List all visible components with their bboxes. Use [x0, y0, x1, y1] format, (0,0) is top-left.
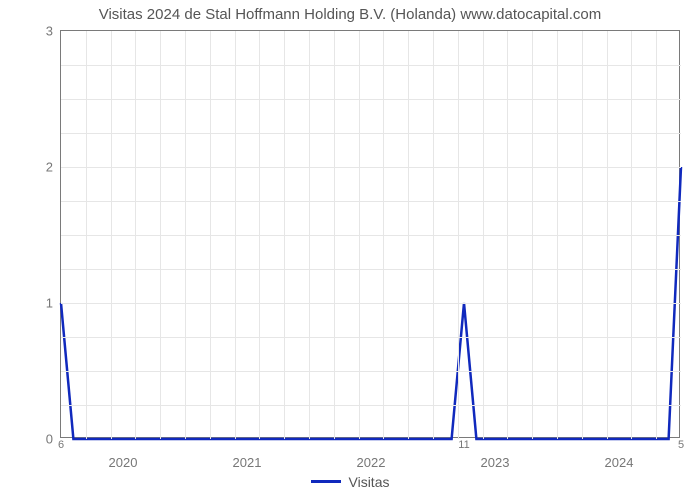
gridline-v: [582, 31, 583, 439]
y-axis-tick: 1: [46, 296, 53, 311]
chart-title: Visitas 2024 de Stal Hoffmann Holding B.…: [0, 6, 700, 23]
gridline-v: [383, 31, 384, 439]
gridline-v: [359, 31, 360, 439]
gridline-v: [309, 31, 310, 439]
gridline-h-minor: [61, 201, 681, 202]
gridline-v: [160, 31, 161, 439]
y-axis-tick: 2: [46, 160, 53, 175]
x-axis-year-label: 2023: [481, 455, 510, 470]
x-axis-year-label: 2024: [605, 455, 634, 470]
gridline-h-minor: [61, 405, 681, 406]
gridline-h-minor: [61, 337, 681, 338]
legend-swatch: [311, 480, 341, 483]
gridline-v: [607, 31, 608, 439]
gridline-h-minor: [61, 99, 681, 100]
gridline-v: [458, 31, 459, 439]
gridline-v: [408, 31, 409, 439]
gridline-v: [185, 31, 186, 439]
gridline-v: [111, 31, 112, 439]
gridline-v: [210, 31, 211, 439]
gridline-v: [483, 31, 484, 439]
x-under-tick: 11: [458, 439, 469, 451]
gridline-v: [656, 31, 657, 439]
gridline-v: [433, 31, 434, 439]
gridline-h-minor: [61, 269, 681, 270]
gridline-v: [631, 31, 632, 439]
gridline-v: [557, 31, 558, 439]
x-axis-year-label: 2022: [357, 455, 386, 470]
gridline-v: [235, 31, 236, 439]
gridline-h: [61, 303, 681, 304]
gridline-v: [135, 31, 136, 439]
chart-legend: Visitas: [0, 470, 700, 490]
x-axis-year-label: 2021: [233, 455, 262, 470]
gridline-h-minor: [61, 65, 681, 66]
gridline-h-minor: [61, 133, 681, 134]
legend-item-visitas: Visitas: [311, 474, 390, 490]
gridline-h: [61, 167, 681, 168]
x-under-tick: 6: [58, 439, 64, 451]
x-axis-year-label: 2020: [109, 455, 138, 470]
y-axis-tick: 0: [46, 432, 53, 447]
legend-label: Visitas: [349, 474, 390, 490]
chart-plot-area: 0123611520202021202220232024: [60, 30, 680, 438]
gridline-v: [532, 31, 533, 439]
gridline-v: [284, 31, 285, 439]
gridline-v: [507, 31, 508, 439]
gridline-v: [334, 31, 335, 439]
gridline-v: [86, 31, 87, 439]
y-axis-tick: 3: [46, 24, 53, 39]
gridline-h-minor: [61, 235, 681, 236]
gridline-h-minor: [61, 371, 681, 372]
x-under-tick: 5: [678, 439, 684, 451]
gridline-v: [259, 31, 260, 439]
